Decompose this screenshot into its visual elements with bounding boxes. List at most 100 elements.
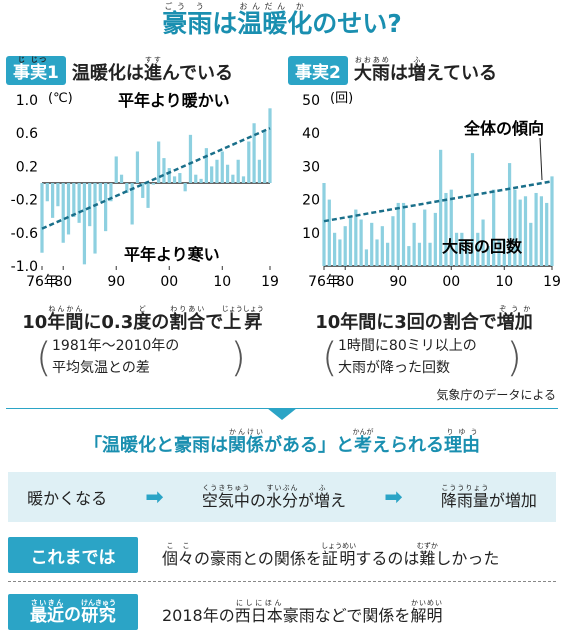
warm-annotation: 平年より暖かい [118, 91, 230, 110]
bar-2006 [481, 219, 485, 266]
y-tick-label: -0.2 [11, 193, 38, 209]
bar-2016 [252, 123, 256, 183]
y-tick-label: 20 [302, 193, 320, 209]
panel1-header: 事じ実じつ1 温暖化は進すすんでいる [6, 56, 233, 85]
bar-1988 [104, 183, 108, 232]
x-tick-label: 80 [54, 274, 72, 290]
x-tick-label: 19 [261, 274, 279, 290]
page-title: 豪ごう雨うは温おん暖だん化かのせい? [162, 2, 402, 38]
bar-2009 [215, 159, 219, 183]
row-recent-research-text: 2018年の西日本にしにほん豪雨などで関係を解明かいめい [162, 598, 443, 625]
bar-2008 [210, 166, 214, 183]
bar-1996 [428, 242, 432, 266]
bar-2000 [167, 168, 171, 183]
right-arrow-icon: ➡ [145, 484, 164, 510]
x-tick-label: 76年 [308, 274, 340, 290]
bar-2019 [550, 176, 554, 266]
bar-1998 [157, 141, 161, 183]
bar-2002 [460, 232, 464, 266]
bar-1990 [396, 202, 400, 266]
bar-1986 [93, 183, 97, 254]
bar-1992 [125, 183, 129, 193]
bar-1995 [423, 209, 427, 266]
temperature-trend-line [41, 127, 271, 230]
bar-2012 [231, 174, 235, 183]
y-tick-label: 40 [302, 126, 320, 142]
bar-1979 [338, 239, 342, 266]
y-tick-label: 10 [302, 226, 320, 242]
bar-2010 [502, 239, 506, 266]
bar-1985 [370, 222, 374, 266]
right-arrow-icon: ➡ [384, 484, 403, 510]
flow-step-3: 降雨量こううりょうが増加 [440, 483, 537, 510]
y-tick-label: 0.6 [16, 126, 38, 142]
bar-1977 [327, 199, 331, 266]
bar-1986 [375, 239, 379, 266]
bar-1982 [72, 183, 76, 218]
bar-2011 [225, 164, 230, 183]
bar-2017 [539, 196, 544, 266]
bar-2014 [523, 196, 528, 266]
bar-2007 [486, 246, 490, 266]
bar-1980 [343, 226, 347, 266]
bar-1979 [56, 183, 60, 207]
count-annotation: 大雨の回数 [442, 237, 523, 256]
y-tick-label: 30 [302, 159, 320, 175]
bar-2019 [268, 108, 272, 183]
bar-1978 [332, 232, 337, 266]
bar-2004 [470, 153, 475, 266]
bar-2009 [497, 239, 501, 266]
panel1-note-line1: 1981年〜2010年の [52, 338, 180, 354]
bar-1991 [401, 202, 406, 266]
bar-1981 [66, 183, 71, 235]
row-until-now-label: これまでは [8, 537, 138, 573]
bar-1999 [162, 158, 166, 183]
fact2-tag: 事実2 [288, 56, 348, 85]
row-until-now-text: 個々ここの豪雨との関係を証明しょうめいするのは難むずかしかった [162, 541, 500, 568]
source-credit: 気象庁のデータによる [436, 388, 556, 402]
row-recent-research-label: 最近さいきんの研究けんきゅう [8, 594, 138, 630]
bar-1996 [146, 183, 150, 208]
bar-2013 [518, 199, 522, 266]
panel2-note-line2: 大雨が降った回数 [338, 360, 450, 376]
y-tick-label: -1.0 [11, 259, 38, 275]
bar-1989 [391, 216, 395, 266]
trend-annotation: 全体の傾向 [463, 119, 544, 138]
bar-2017 [257, 159, 262, 183]
row-recent-research: 最近さいきんの研究けんきゅう 2018年の西日本にしにほん豪雨などで関係を解明か… [8, 592, 556, 632]
trend-annotation-pointer [539, 137, 543, 181]
bar-2018 [263, 131, 267, 183]
bar-1989 [109, 183, 113, 202]
panel2-note: ( 1時間に80ミリ以上の 大雨が降った回数 ) [322, 335, 522, 381]
bar-1977 [45, 183, 49, 202]
bar-1976 [322, 183, 326, 266]
x-tick-label: 19 [543, 274, 561, 290]
bar-1993 [412, 222, 416, 266]
rain-unit-label: (回) [330, 91, 353, 106]
bar-1994 [135, 151, 140, 183]
reason-title: 「温暖化と豪雨は関係かんけいがある」と考かんがえられる理由りゆう [84, 428, 480, 456]
bar-2003 [183, 183, 187, 192]
x-tick-label: 76年 [26, 274, 58, 290]
bar-1983 [359, 219, 363, 266]
bar-2000 [449, 189, 453, 266]
bar-1980 [61, 183, 65, 243]
fact1-tag: 事じ実じつ1 [6, 56, 66, 85]
bar-2005 [194, 174, 198, 183]
x-tick-label: 90 [389, 274, 407, 290]
y-tick-label: 0.2 [16, 159, 38, 175]
bar-2001 [454, 232, 459, 266]
bar-1988 [386, 242, 390, 266]
bar-1991 [119, 174, 124, 183]
bar-2015 [247, 141, 251, 183]
bar-2012 [513, 189, 517, 266]
flow-step-2: 空気中くうきちゅうの水分すいぶんが増ふえ [201, 483, 347, 510]
x-tick-label: 80 [336, 274, 354, 290]
bar-1987 [380, 226, 384, 266]
panel2-header: 事実2 大おお雨あめは増ふえている [288, 56, 497, 85]
flow-step-1: 暖かくなる [27, 489, 108, 508]
bar-2001 [172, 176, 177, 183]
x-tick-label: 90 [107, 274, 125, 290]
x-tick-label: 00 [160, 274, 178, 290]
bar-1978 [50, 183, 55, 218]
